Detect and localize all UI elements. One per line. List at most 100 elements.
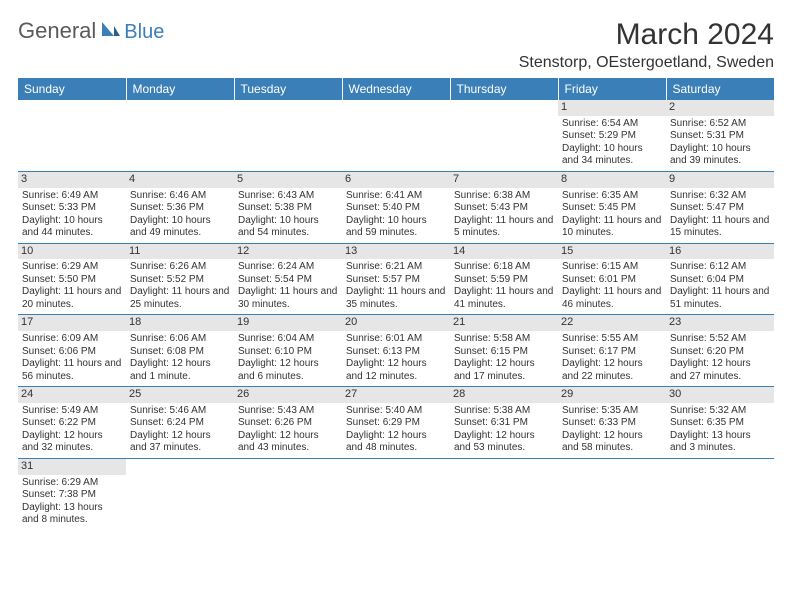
location-text: Stenstorp, OEstergoetland, Sweden [519,54,774,72]
day-number: 23 [666,315,774,331]
day-cell: 1 Sunrise: 6:54 AMSunset: 5:29 PMDaylight… [558,100,666,171]
empty-cell [342,458,450,529]
day-number: 29 [558,387,666,403]
sunrise-line: Sunrise: 6:09 AM [22,333,122,346]
day-cell: 2Sunrise: 6:52 AMSunset: 5:31 PMDaylight… [666,100,774,171]
day-number: 10 [18,244,126,260]
sunrise-line: Sunrise: 6:38 AM [454,190,554,203]
day-number: 14 [450,244,558,260]
sunset-line: Sunset: 5:54 PM [238,274,338,287]
sunset-line: Sunset: 5:52 PM [130,274,230,287]
day-cell: 13Sunrise: 6:21 AMSunset: 5:57 PMDayligh… [342,243,450,315]
day-number: 17 [18,315,126,331]
sunrise-line: Sunrise: 6:29 AM [22,261,122,274]
sunset-line: Sunset: 5:43 PM [454,202,554,215]
sunrise-line: Sunrise: 5:43 AM [238,405,338,418]
day-cell: 29Sunrise: 5:35 AMSunset: 6:33 PMDayligh… [558,387,666,459]
sunrise-line: Sunrise: 6:04 AM [238,333,338,346]
sunset-line: Sunset: 6:24 PM [130,417,230,430]
sunset-line: Sunset: 6:35 PM [670,417,770,430]
sunrise-line: Sunrise: 5:40 AM [346,405,446,418]
daylight-line: Daylight: 11 hours and 15 minutes. [670,215,770,240]
daylight-line: Daylight: 11 hours and 5 minutes. [454,215,554,240]
sunset-line: Sunset: 5:59 PM [454,274,554,287]
sunrise-line: Sunrise: 6:21 AM [346,261,446,274]
day-cell: 30Sunrise: 5:32 AMSunset: 6:35 PMDayligh… [666,387,774,459]
daylight-line: Daylight: 12 hours and 12 minutes. [346,358,446,383]
daylight-line: Daylight: 11 hours and 30 minutes. [238,286,338,311]
day-cell: 8Sunrise: 6:35 AMSunset: 5:45 PMDaylight… [558,171,666,243]
sunset-line: Sunset: 6:06 PM [22,346,122,359]
day-cell: 4Sunrise: 6:46 AMSunset: 5:36 PMDaylight… [126,171,234,243]
sunset-line: Sunset: 5:29 PM [562,130,662,143]
sunset-line: Sunset: 6:13 PM [346,346,446,359]
day-cell: 16Sunrise: 6:12 AMSunset: 6:04 PMDayligh… [666,243,774,315]
daylight-line: Daylight: 11 hours and 56 minutes. [22,358,122,383]
weekday-header: Monday [126,78,234,100]
logo: General Blue [18,18,164,44]
daylight-line: Daylight: 10 hours and 44 minutes. [22,215,122,240]
sunset-line: Sunset: 6:17 PM [562,346,662,359]
daylight-line: Daylight: 11 hours and 20 minutes. [22,286,122,311]
sunrise-line: Sunrise: 6:54 AM [562,118,662,131]
weekday-header: Wednesday [342,78,450,100]
sunset-line: Sunset: 5:36 PM [130,202,230,215]
empty-cell [126,100,234,171]
day-number: 3 [18,172,126,188]
month-title: March 2024 [519,18,774,52]
logo-blue-text: Blue [124,21,164,44]
daylight-line: Daylight: 12 hours and 6 minutes. [238,358,338,383]
sunrise-line: Sunrise: 6:12 AM [670,261,770,274]
day-number: 12 [234,244,342,260]
day-cell: 31Sunrise: 6:29 AMSunset: 7:38 PMDayligh… [18,458,126,529]
sunrise-line: Sunrise: 6:29 AM [22,477,122,490]
title-block: March 2024 Stenstorp, OEstergoetland, Sw… [519,18,774,72]
day-cell: 17 Sunrise: 6:09 AMSunset: 6:06 PMDayligh… [18,315,126,387]
calendar-table: SundayMondayTuesdayWednesdayThursdayFrid… [18,78,774,530]
sunrise-line: Sunrise: 6:52 AM [670,118,770,131]
daylight-line: Daylight: 13 hours and 3 minutes. [670,430,770,455]
empty-cell [450,100,558,171]
day-number: 31 [18,459,126,475]
day-cell: 9Sunrise: 6:32 AMSunset: 5:47 PMDaylight… [666,171,774,243]
empty-cell [234,458,342,529]
sunrise-line: Sunrise: 5:55 AM [562,333,662,346]
sunrise-line: Sunrise: 5:49 AM [22,405,122,418]
day-number: 1 [558,100,666,116]
daylight-line: Daylight: 10 hours and 34 minutes. [562,143,662,168]
daylight-line: Daylight: 12 hours and 53 minutes. [454,430,554,455]
sunset-line: Sunset: 6:29 PM [346,417,446,430]
day-cell: 25Sunrise: 5:46 AMSunset: 6:24 PMDayligh… [126,387,234,459]
sunrise-line: Sunrise: 5:52 AM [670,333,770,346]
daylight-line: Daylight: 11 hours and 46 minutes. [562,286,662,311]
daylight-line: Daylight: 11 hours and 51 minutes. [670,286,770,311]
daylight-line: Daylight: 11 hours and 41 minutes. [454,286,554,311]
logo-general-text: General [18,18,96,44]
daylight-line: Daylight: 12 hours and 17 minutes. [454,358,554,383]
day-cell: 3Sunrise: 6:49 AMSunset: 5:33 PMDaylight… [18,171,126,243]
day-cell: 20Sunrise: 6:01 AMSunset: 6:13 PMDayligh… [342,315,450,387]
empty-cell [342,100,450,171]
day-number: 9 [666,172,774,188]
day-number: 4 [126,172,234,188]
sunset-line: Sunset: 6:33 PM [562,417,662,430]
day-cell: 7Sunrise: 6:38 AMSunset: 5:43 PMDaylight… [450,171,558,243]
daylight-line: Daylight: 12 hours and 22 minutes. [562,358,662,383]
day-number: 6 [342,172,450,188]
calendar-header-row: SundayMondayTuesdayWednesdayThursdayFrid… [18,78,774,100]
sunset-line: Sunset: 6:15 PM [454,346,554,359]
daylight-line: Daylight: 12 hours and 58 minutes. [562,430,662,455]
sunrise-line: Sunrise: 6:26 AM [130,261,230,274]
sunset-line: Sunset: 6:31 PM [454,417,554,430]
sunset-line: Sunset: 5:57 PM [346,274,446,287]
day-number: 13 [342,244,450,260]
day-cell: 10Sunrise: 6:29 AMSunset: 5:50 PMDayligh… [18,243,126,315]
daylight-line: Daylight: 11 hours and 25 minutes. [130,286,230,311]
day-cell: 14Sunrise: 6:18 AMSunset: 5:59 PMDayligh… [450,243,558,315]
sunrise-line: Sunrise: 5:38 AM [454,405,554,418]
day-number: 26 [234,387,342,403]
daylight-line: Daylight: 12 hours and 32 minutes. [22,430,122,455]
day-number: 18 [126,315,234,331]
day-number: 30 [666,387,774,403]
day-number: 25 [126,387,234,403]
